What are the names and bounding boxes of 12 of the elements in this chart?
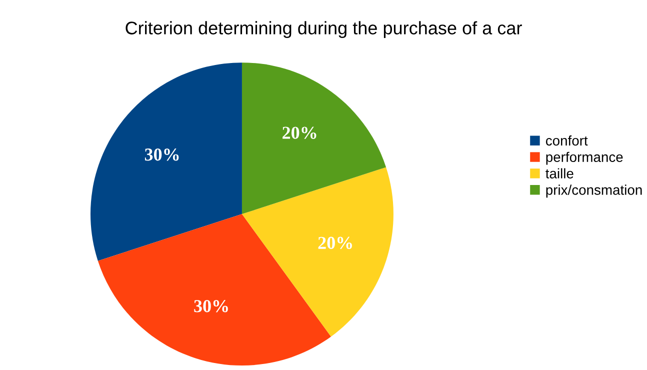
data-label: 30%: [144, 148, 179, 161]
pie-slice: [242, 62, 386, 214]
data-label: 20%: [282, 126, 316, 139]
chart-title: Criterion determining during the purchase of a car: [126, 21, 522, 38]
data-label: 30%: [194, 300, 228, 312]
data-label: 20%: [318, 236, 352, 250]
legend-label: performance: [546, 152, 623, 165]
pie-slice: [90, 62, 242, 261]
pie-slice: [242, 167, 394, 337]
legend-label: confort: [546, 135, 588, 146]
legend-label: taille: [546, 168, 574, 178]
legend-label: prix/consmation: [546, 184, 642, 198]
